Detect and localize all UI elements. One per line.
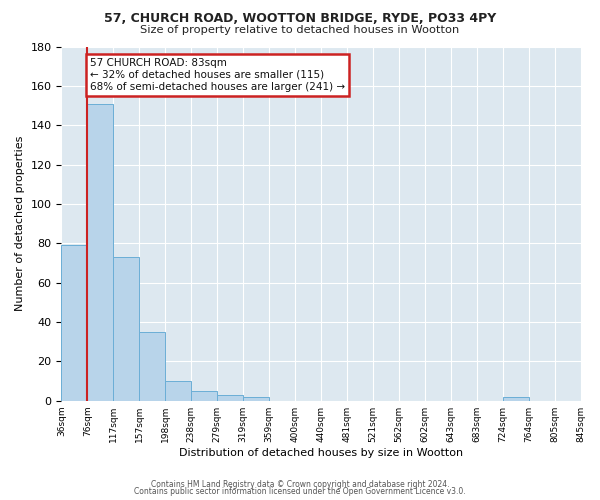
- X-axis label: Distribution of detached houses by size in Wootton: Distribution of detached houses by size …: [179, 448, 463, 458]
- Bar: [243, 397, 269, 400]
- Bar: [217, 395, 243, 400]
- Text: 57 CHURCH ROAD: 83sqm
← 32% of detached houses are smaller (115)
68% of semi-det: 57 CHURCH ROAD: 83sqm ← 32% of detached …: [90, 58, 345, 92]
- Bar: [139, 332, 165, 400]
- Bar: [191, 391, 217, 400]
- Y-axis label: Number of detached properties: Number of detached properties: [15, 136, 25, 312]
- Text: Size of property relative to detached houses in Wootton: Size of property relative to detached ho…: [140, 25, 460, 35]
- Bar: [503, 397, 529, 400]
- Text: 57, CHURCH ROAD, WOOTTON BRIDGE, RYDE, PO33 4PY: 57, CHURCH ROAD, WOOTTON BRIDGE, RYDE, P…: [104, 12, 496, 26]
- Text: Contains public sector information licensed under the Open Government Licence v3: Contains public sector information licen…: [134, 487, 466, 496]
- Bar: [88, 104, 113, 401]
- Bar: [61, 246, 88, 400]
- Bar: [113, 257, 139, 400]
- Text: Contains HM Land Registry data © Crown copyright and database right 2024.: Contains HM Land Registry data © Crown c…: [151, 480, 449, 489]
- Bar: [165, 381, 191, 400]
